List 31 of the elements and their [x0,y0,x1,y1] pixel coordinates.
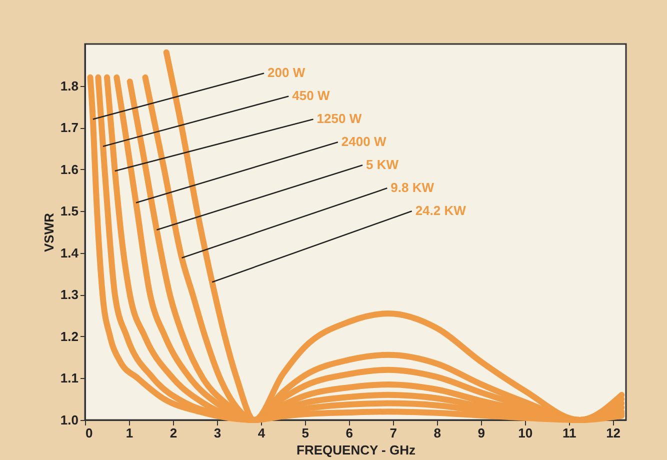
y-tick-label: 1.8 [60,78,78,94]
x-tick-label: 11 [562,426,576,440]
annotation: 450 W [292,88,330,104]
annotation: 9.8 KW [390,180,435,196]
annotation: 5 KW [366,157,400,172]
x-tick-label: 6 [346,426,354,440]
annotation: 24.2 KW [415,203,467,218]
y-tick-label: 1.3 [60,287,78,302]
y-tick-label: 1.6 [60,162,78,177]
x-tick-label: 7 [390,426,398,440]
y-tick-label: 1.7 [60,120,78,136]
x-axis-title: FREQUENCY - GHz [296,442,416,458]
annotation: 1250 W [316,111,362,126]
x-tick-label: 5 [302,426,310,440]
x-tick-label: 3 [214,426,222,440]
annotation: 200 W [268,65,306,80]
x-tick-label: 12 [606,426,621,440]
annotation: 2400 W [341,134,387,150]
y-tick-label: 1.1 [60,370,78,386]
x-tick-label: 1 [126,426,134,440]
x-tick-label: 0 [86,426,93,440]
x-tick-label: 9 [478,426,485,440]
y-tick-label: 1.4 [60,245,80,260]
x-tick-label: 10 [518,426,533,440]
x-tick-label: 8 [434,426,441,440]
y-axis-title: VSWR [41,212,56,252]
y-tick-label: 1.5 [60,204,78,219]
x-tick-label: 2 [170,426,178,440]
x-tick-label: 4 [258,426,266,440]
y-tick-label: 1.0 [60,412,78,428]
y-tick-label: 1.2 [60,328,78,344]
